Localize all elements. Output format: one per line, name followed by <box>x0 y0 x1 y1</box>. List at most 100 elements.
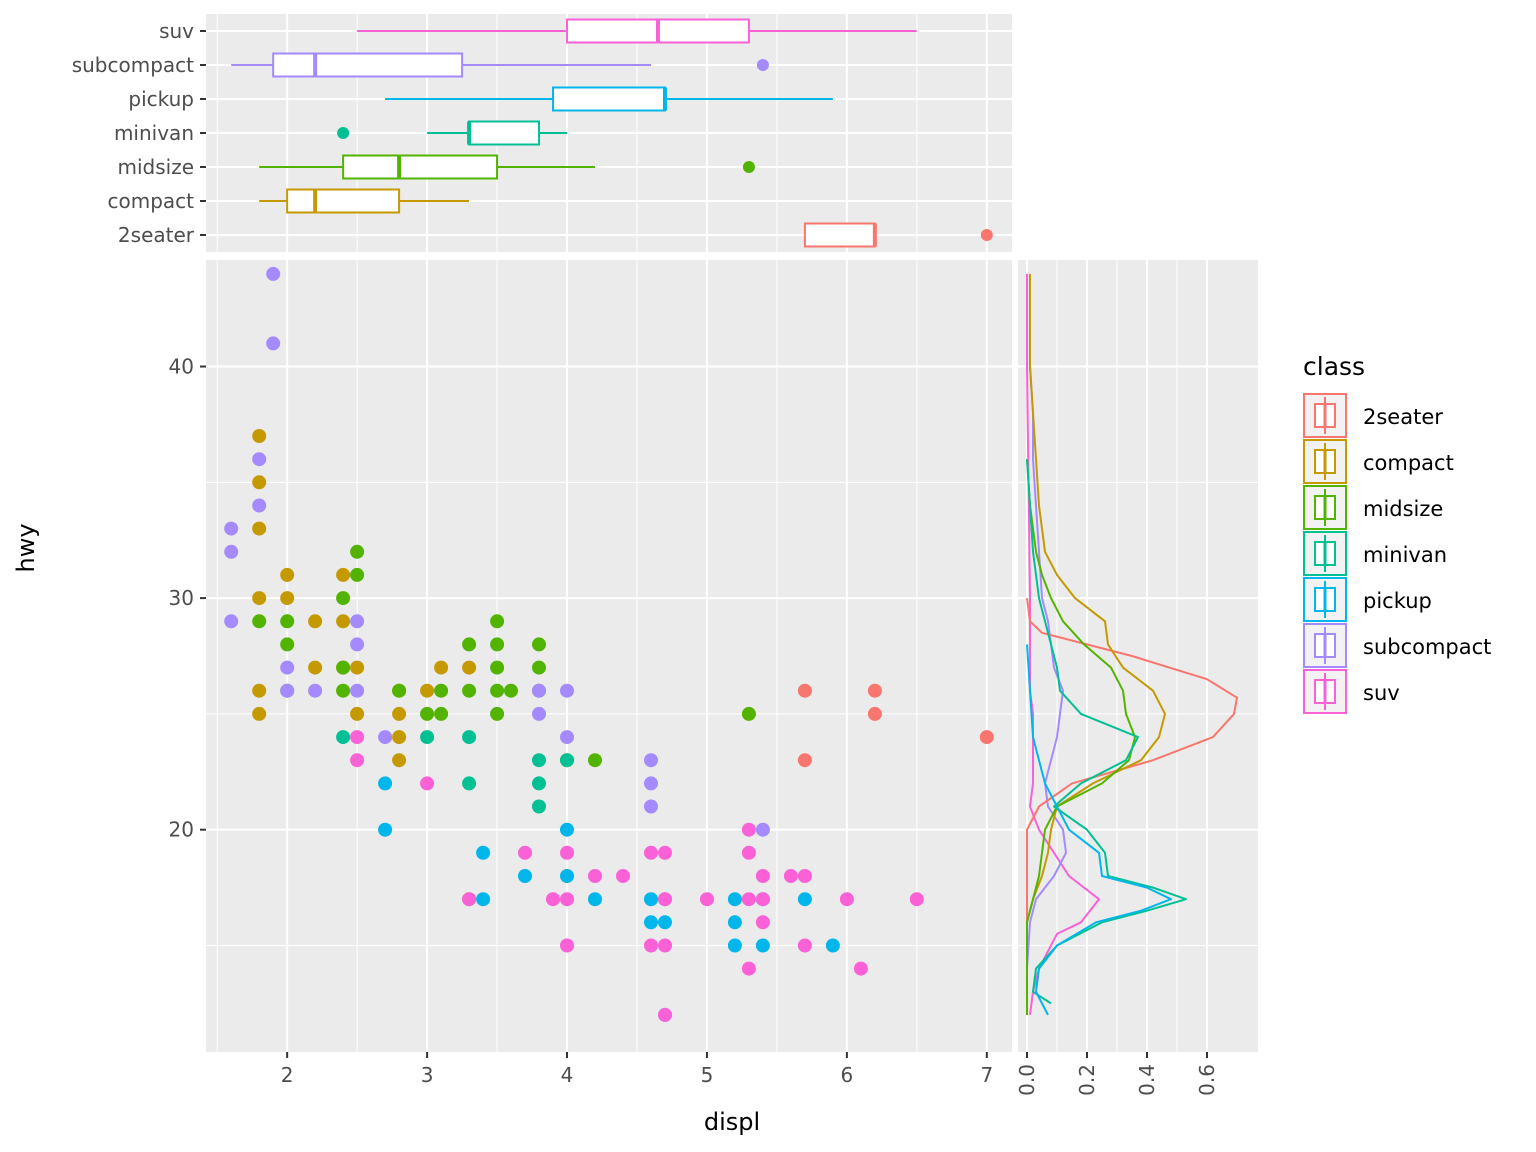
scatter-point-subcompact <box>280 683 295 698</box>
scatter-point-midsize <box>504 683 518 698</box>
scatter-point-subcompact <box>252 498 267 513</box>
legend: class 2seater compact midsize minivan pickup… <box>1303 352 1491 714</box>
density-panel-background <box>1018 260 1258 1052</box>
scatter-point-suv <box>518 845 532 860</box>
scatter-point-subcompact <box>644 799 658 814</box>
scatter-point-subcompact <box>252 452 267 467</box>
scatter-point-midsize <box>434 683 449 698</box>
scatter-point-subcompact <box>350 637 365 652</box>
box-outlier-midsize <box>742 161 755 173</box>
scatter-point-suv <box>658 938 672 953</box>
scatter-point-pickup <box>797 892 812 907</box>
scatter-point-subcompact <box>755 822 770 837</box>
scatter-point-suv <box>616 869 630 883</box>
scatter-point-suv <box>797 938 812 953</box>
scatter-point-suv <box>755 892 770 907</box>
scatter-panel: 2 3 4 5 6 7 20 30 40 <box>169 260 1012 1087</box>
density-gridlines <box>1018 260 1258 1052</box>
scatter-point-suv <box>588 869 602 883</box>
legend-title: class <box>1303 352 1365 381</box>
scatter-point-subcompact <box>560 730 574 745</box>
scatter-point-minivan <box>532 753 546 768</box>
scatter-point-subcompact <box>266 336 281 351</box>
density-tick-label: 0.2 <box>1075 1064 1099 1096</box>
scatter-point-midsize <box>490 637 505 652</box>
scatter-point-midsize <box>350 567 365 582</box>
scatter-point-2seater <box>797 683 812 698</box>
scatter-point-midsize <box>532 637 546 652</box>
scatter-point-pickup <box>560 869 574 883</box>
density-tick-label: 0.6 <box>1195 1064 1219 1096</box>
scatter-point-minivan <box>420 730 435 745</box>
scatter-point-pickup <box>476 845 491 860</box>
scatter-point-compact <box>252 429 267 443</box>
boxplot-category-labels: 2seater compact midsize minivan pickup subcom… <box>72 19 206 247</box>
scatter-point-subcompact <box>224 521 239 536</box>
x-tick-label: 4 <box>561 1063 574 1087</box>
box-category-label: 2seater <box>118 223 195 247</box>
legend-key-minivan: minivan <box>1303 531 1447 576</box>
scatter-point-midsize <box>490 683 505 698</box>
scatter-point-suv <box>755 915 770 930</box>
scatter-point-compact <box>280 567 295 582</box>
box-category-label: compact <box>107 189 194 213</box>
scatter-point-compact <box>350 706 365 721</box>
scatter-point-compact <box>462 660 477 675</box>
scatter-point-midsize <box>741 706 756 721</box>
box-body-midsize <box>342 154 499 180</box>
scatter-point-midsize <box>490 660 505 675</box>
scatter-point-compact <box>392 730 407 745</box>
legend-label-2seater: 2seater <box>1363 405 1443 429</box>
scatter-panel-background <box>206 260 1012 1052</box>
legend-key-2seater: 2seater <box>1303 393 1443 438</box>
scatter-point-suv <box>755 869 770 883</box>
density-curve-2seater <box>1026 597 1238 1015</box>
scatter-point-midsize <box>280 637 295 652</box>
scatter-point-midsize <box>350 544 365 559</box>
scatter-point-suv <box>560 938 574 953</box>
scatter-point-suv <box>350 730 365 745</box>
scatter-point-suv <box>350 753 365 768</box>
box-category-label: minivan <box>114 121 194 145</box>
scatter-point-compact <box>350 660 365 675</box>
scatter-point-minivan <box>532 799 546 814</box>
legend-label-compact: compact <box>1363 451 1454 475</box>
scatter-point-subcompact <box>644 776 658 791</box>
scatter-point-compact <box>392 753 407 768</box>
legend-label-subcompact: subcompact <box>1363 635 1491 659</box>
scatter-point-suv <box>839 892 854 907</box>
scatter-point-pickup <box>755 938 770 953</box>
scatter-point-midsize <box>336 683 351 698</box>
scatter-point-compact <box>308 614 323 629</box>
scatter-point-suv <box>700 892 714 907</box>
scatter-point-midsize <box>490 706 505 721</box>
x-axis-title: displ <box>704 1108 760 1136</box>
scatter-point-pickup <box>378 822 393 837</box>
box-body-2seater <box>803 222 876 248</box>
box-category-label: pickup <box>128 87 194 111</box>
legend-label-minivan: minivan <box>1363 543 1447 567</box>
scatter-point-subcompact <box>378 730 393 745</box>
scatter-point-suv <box>853 961 868 976</box>
scatter-point-midsize <box>280 614 295 629</box>
scatter-point-subcompact <box>560 683 574 698</box>
scatter-point-pickup <box>644 892 658 907</box>
scatter-point-suv <box>546 892 560 907</box>
scatter-point-subcompact <box>350 614 365 629</box>
box-body-subcompact <box>272 52 464 78</box>
scatter-point-compact <box>252 683 267 698</box>
x-tick-label: 3 <box>421 1063 434 1087</box>
legend-label-midsize: midsize <box>1363 497 1443 521</box>
scatter-point-suv <box>560 845 574 860</box>
y-axis-ticks: 20 30 40 <box>169 355 206 842</box>
scatter-point-midsize <box>252 614 267 629</box>
legend-key-midsize: midsize <box>1303 485 1443 530</box>
scatter-point-pickup <box>476 892 491 907</box>
scatter-point-suv <box>420 776 435 791</box>
scatter-point-compact <box>280 591 295 606</box>
legend-key-pickup: pickup <box>1303 577 1432 622</box>
scatter-point-subcompact <box>532 706 546 721</box>
scatter-point-midsize <box>462 637 477 652</box>
scatter-point-midsize <box>588 753 602 768</box>
scatter-point-subcompact <box>532 683 546 698</box>
